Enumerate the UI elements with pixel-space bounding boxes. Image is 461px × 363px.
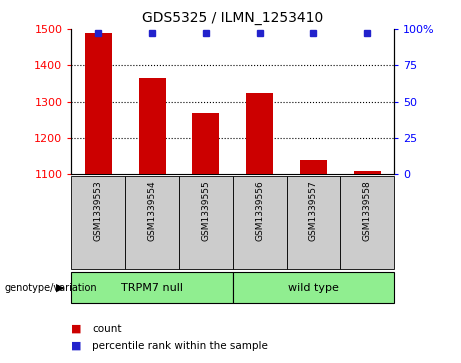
Text: TRPM7 null: TRPM7 null [121, 283, 183, 293]
Title: GDS5325 / ILMN_1253410: GDS5325 / ILMN_1253410 [142, 11, 324, 25]
Text: ▶: ▶ [56, 283, 65, 293]
Text: genotype/variation: genotype/variation [5, 283, 97, 293]
Text: ■: ■ [71, 340, 82, 351]
Bar [354, 171, 381, 174]
Text: percentile rank within the sample: percentile rank within the sample [92, 340, 268, 351]
FancyBboxPatch shape [71, 272, 233, 303]
FancyBboxPatch shape [125, 176, 179, 269]
Text: ■: ■ [71, 323, 82, 334]
Text: count: count [92, 323, 122, 334]
Bar [139, 78, 165, 174]
FancyBboxPatch shape [340, 176, 394, 269]
Text: GSM1339553: GSM1339553 [94, 181, 103, 241]
Text: GSM1339557: GSM1339557 [309, 181, 318, 241]
Text: GSM1339556: GSM1339556 [255, 181, 264, 241]
Text: GSM1339558: GSM1339558 [363, 181, 372, 241]
FancyBboxPatch shape [287, 176, 340, 269]
FancyBboxPatch shape [233, 272, 394, 303]
Text: GSM1339555: GSM1339555 [201, 181, 210, 241]
FancyBboxPatch shape [71, 176, 125, 269]
FancyBboxPatch shape [179, 176, 233, 269]
Text: wild type: wild type [288, 283, 339, 293]
Text: GSM1339554: GSM1339554 [148, 181, 157, 241]
Bar [246, 93, 273, 174]
Bar [85, 33, 112, 174]
Bar [193, 113, 219, 174]
Bar [300, 160, 327, 174]
FancyBboxPatch shape [233, 176, 287, 269]
